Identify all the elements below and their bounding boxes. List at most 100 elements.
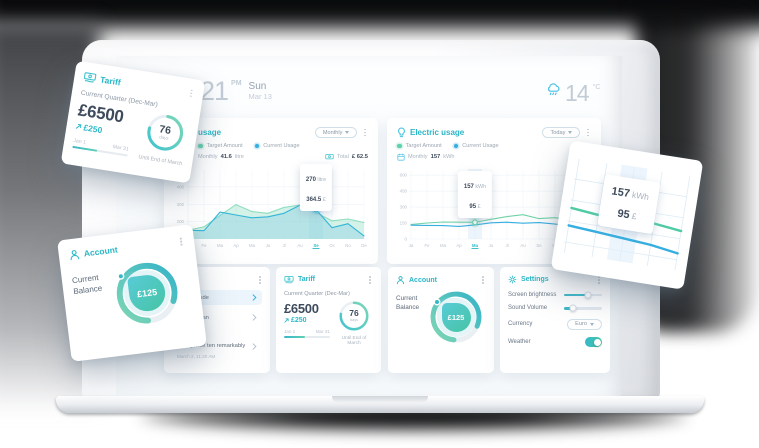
quarter-end: Mar 31 (315, 328, 330, 334)
calendar-icon (397, 153, 405, 161)
kebab-menu-icon[interactable] (480, 275, 486, 285)
svg-text:Ma: Ma (440, 243, 447, 248)
tariff-icon (83, 71, 98, 84)
volume-label: Sound Volume (508, 305, 548, 312)
weather-widget: 14 °C (546, 82, 600, 105)
currency-label: Currency (508, 321, 533, 328)
svg-text:Ap: Ap (233, 243, 239, 248)
message-text: Indulgence ten remarkably (177, 343, 246, 349)
kebab-menu-icon[interactable] (596, 275, 602, 285)
monthly-unit: litre (234, 154, 244, 160)
arrow-right-icon (252, 314, 257, 321)
svg-text:Ju: Ju (266, 243, 271, 248)
svg-text:Ma: Ma (472, 243, 479, 248)
volume-knob[interactable] (569, 304, 577, 312)
days-remaining-ring: 76 days (339, 301, 369, 331)
balance-ring: £125 (430, 291, 482, 343)
floating-account-card: Account Current Balance £125 (57, 224, 207, 362)
quarter-progress (284, 335, 330, 338)
arrow-right-icon (252, 343, 257, 350)
electric-zoom-chart[interactable]: 157 kWh 95 £ (560, 153, 694, 281)
quarter-start: Jan 1 (284, 328, 296, 334)
message-row[interactable]: Indulgence ten remarkably March 2, 11:20… (172, 330, 262, 363)
balance-label: Current Balance (396, 295, 420, 311)
volume-fill (564, 307, 574, 310)
kebab-menu-icon[interactable] (362, 128, 368, 138)
period-value: Monthly (322, 129, 343, 136)
svg-text:200: 200 (177, 219, 185, 224)
days-remaining-ring: 76 days (144, 111, 186, 153)
target-amount-radio[interactable] (397, 143, 402, 149)
card-title: Electric usage (410, 128, 465, 137)
days-value: 76 (349, 308, 359, 319)
laptop-base-notch (332, 396, 428, 403)
current-usage-radio[interactable] (453, 143, 459, 149)
water-usage-card: usage Monthly Target Amount Current Usag… (164, 118, 378, 264)
chart-tooltip: 270 litre 364.5 £ (299, 164, 333, 211)
gear-icon (508, 275, 517, 284)
days-unit: days (349, 317, 359, 322)
chevron-down-icon (590, 322, 594, 326)
svg-text:150: 150 (400, 221, 408, 226)
volume-slider[interactable] (564, 304, 602, 312)
kebab-menu-icon[interactable] (257, 275, 263, 285)
tariff-delta: £250 (291, 316, 307, 324)
weather-toggle[interactable] (585, 337, 602, 347)
toggle-knob (593, 338, 601, 346)
clock-date: Mar 13 (248, 91, 272, 101)
person-icon (68, 248, 80, 261)
svg-text:400: 400 (177, 184, 185, 189)
svg-text:Au: Au (520, 243, 526, 248)
svg-text:Au: Au (297, 243, 303, 248)
chart-tooltip: 157 kWh 95 £ (457, 171, 493, 218)
card-title: Tariff (99, 73, 122, 88)
message-timestamp: March 2, 11:20 AM (177, 353, 216, 359)
arrow-up-icon (75, 123, 82, 129)
current-usage-radio[interactable] (254, 143, 260, 149)
card-title: Tariff (298, 276, 315, 284)
kebab-menu-icon[interactable] (178, 236, 185, 247)
kebab-menu-icon[interactable] (188, 88, 195, 99)
balance-label: Current Balance (71, 272, 103, 297)
weather-label: Weather (508, 339, 531, 346)
temperature-value: 14 (565, 80, 590, 106)
monthly-unit: kWh (443, 154, 455, 160)
card-title: Account (83, 244, 119, 259)
brightness-slider[interactable] (564, 291, 602, 299)
svg-text:No: No (345, 243, 351, 248)
quarter-start: Jan 1 (72, 137, 87, 146)
arrow-right-icon (252, 294, 257, 301)
svg-text:300: 300 (400, 205, 408, 210)
arrow-up-icon (284, 318, 289, 323)
balance-value: £125 (447, 312, 465, 322)
target-amount-radio[interactable] (198, 143, 203, 149)
period-dropdown[interactable]: Today (542, 127, 581, 138)
brightness-knob[interactable] (584, 291, 592, 299)
chevron-down-icon (568, 131, 573, 134)
total-value: £ 62.5 (351, 154, 368, 160)
monthly-value: 157 (430, 154, 441, 160)
lightbulb-icon (397, 127, 406, 138)
laptop-base (56, 396, 704, 413)
period-dropdown[interactable]: Monthly (314, 127, 358, 138)
tariff-card: Tariff Current Quarter (Dec-Mar) £6500 £… (276, 267, 381, 373)
currency-dropdown[interactable]: Euro (567, 318, 602, 330)
svg-text:Ma: Ma (249, 243, 256, 248)
kebab-menu-icon[interactable] (585, 128, 591, 138)
water-usage-chart[interactable]: 400300200JaFeMaApMaJuJlAuSeOcNoDe270 lit… (174, 163, 368, 254)
clock: 21 PM Sun Mar 13 (200, 78, 272, 105)
svg-text:De: De (361, 243, 367, 248)
svg-text:450: 450 (400, 189, 408, 194)
person-icon (396, 275, 405, 285)
svg-text:Oc: Oc (329, 243, 335, 248)
target-amount-label: Target Amount (405, 143, 442, 149)
kebab-menu-icon[interactable] (367, 275, 373, 285)
days-unit: days (158, 134, 169, 141)
currency-value: Euro (575, 321, 587, 328)
total-label: Total (337, 154, 349, 160)
cloud-rain-icon (546, 82, 561, 97)
floating-tariff-card: Tariff Current Quarter (Dec-Mar) £6500 £… (60, 60, 206, 184)
clock-time: 21 (200, 76, 229, 106)
svg-text:Ju: Ju (489, 243, 494, 248)
clock-day: Sun (248, 81, 267, 92)
